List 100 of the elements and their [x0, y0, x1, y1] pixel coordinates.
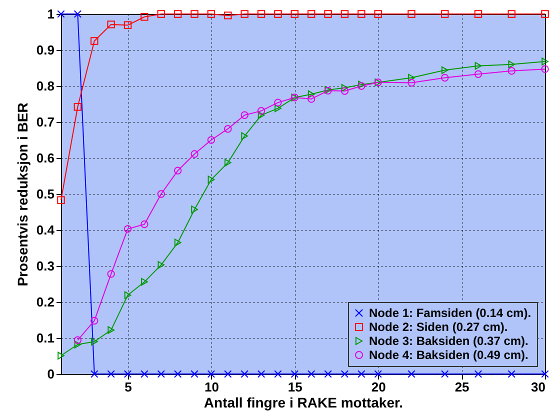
point: [324, 370, 332, 378]
point: [124, 225, 132, 233]
point: [141, 278, 148, 286]
point: [441, 66, 448, 74]
point: [508, 60, 516, 68]
point: [474, 10, 482, 18]
point: [207, 136, 216, 144]
point: [224, 370, 232, 378]
point: [441, 370, 449, 378]
point: [274, 98, 282, 106]
point: [157, 370, 165, 378]
point: [374, 10, 382, 18]
y-tick-label: 0.5: [36, 186, 54, 202]
y-tick-label: 1: [47, 6, 54, 22]
point: [208, 176, 215, 184]
point: [541, 370, 549, 378]
point: [340, 370, 349, 378]
point: [474, 370, 482, 378]
point: [258, 111, 265, 120]
point: [358, 370, 366, 378]
legend-label: Node 4: Baksiden (0.49 cm).: [369, 348, 528, 362]
point: [207, 370, 216, 378]
x-tick-label: 5: [124, 380, 132, 394]
x-tick-label: 10: [204, 380, 219, 394]
legend-label: Node 2: Siden (0.27 cm).: [369, 320, 508, 334]
point: [190, 10, 198, 18]
point: [340, 10, 349, 18]
point: [224, 158, 232, 167]
point: [474, 70, 482, 78]
point: [441, 74, 449, 82]
point: [124, 291, 132, 300]
point: [307, 95, 316, 103]
point: [508, 10, 516, 18]
point: [408, 370, 416, 378]
y-tick-label: 0.1: [36, 330, 54, 346]
y-tick-label: 0.6: [36, 150, 54, 166]
point: [90, 370, 98, 378]
point: [240, 10, 248, 18]
point: [340, 87, 349, 95]
point: [57, 10, 65, 18]
point: [90, 37, 98, 45]
point: [241, 132, 248, 140]
point: [240, 111, 248, 120]
y-tick-label: 0.4: [36, 222, 56, 238]
point: [307, 370, 316, 378]
point: [58, 352, 64, 360]
point: [508, 370, 516, 378]
point: [74, 336, 82, 344]
y-tick-label: 0: [47, 366, 54, 382]
point: [157, 10, 165, 18]
point: [257, 106, 266, 115]
point: [174, 10, 182, 18]
point: [257, 10, 266, 18]
point: [124, 21, 132, 30]
point: [274, 104, 282, 112]
point: [124, 370, 132, 378]
point: [74, 340, 82, 348]
point: [541, 10, 549, 18]
legend-label: Node 1: Famsiden (0.14 cm).: [369, 306, 532, 320]
y-tick-label: 0.9: [36, 42, 54, 58]
point: [107, 270, 115, 278]
point: [174, 166, 182, 174]
point: [374, 370, 382, 378]
x-tick-label: 15: [288, 380, 302, 394]
y-axis-title: Prosentvis reduksjon i BER: [14, 102, 30, 286]
point: [157, 190, 165, 198]
point: [108, 326, 114, 334]
legend-label: Node 3: Baksiden (0.37 cm).: [369, 334, 528, 348]
x-tick-label: 30: [531, 380, 546, 394]
point: [290, 370, 299, 378]
x-tick-label: 20: [371, 380, 386, 394]
point: [107, 20, 115, 28]
point: [341, 84, 348, 92]
y-tick-label: 0.2: [36, 294, 54, 310]
point: [290, 10, 299, 18]
point: [474, 62, 482, 70]
point: [240, 370, 248, 378]
point: [274, 370, 282, 378]
point: [140, 13, 148, 21]
point: [274, 10, 282, 18]
point: [257, 370, 266, 378]
point: [158, 261, 165, 269]
point: [190, 370, 198, 378]
point: [358, 10, 366, 18]
point: [207, 10, 216, 18]
point: [90, 338, 98, 346]
point: [324, 10, 332, 18]
point: [107, 370, 115, 378]
point: [408, 10, 416, 18]
point: [191, 206, 198, 214]
point: [174, 370, 182, 378]
point: [224, 12, 232, 20]
point: [224, 124, 232, 133]
point: [541, 65, 549, 73]
point: [74, 10, 82, 18]
y-tick-label: 0.3: [36, 258, 54, 274]
point: [441, 10, 449, 18]
point: [408, 74, 415, 82]
y-tick-label: 0.7: [36, 114, 54, 130]
point: [140, 370, 148, 378]
